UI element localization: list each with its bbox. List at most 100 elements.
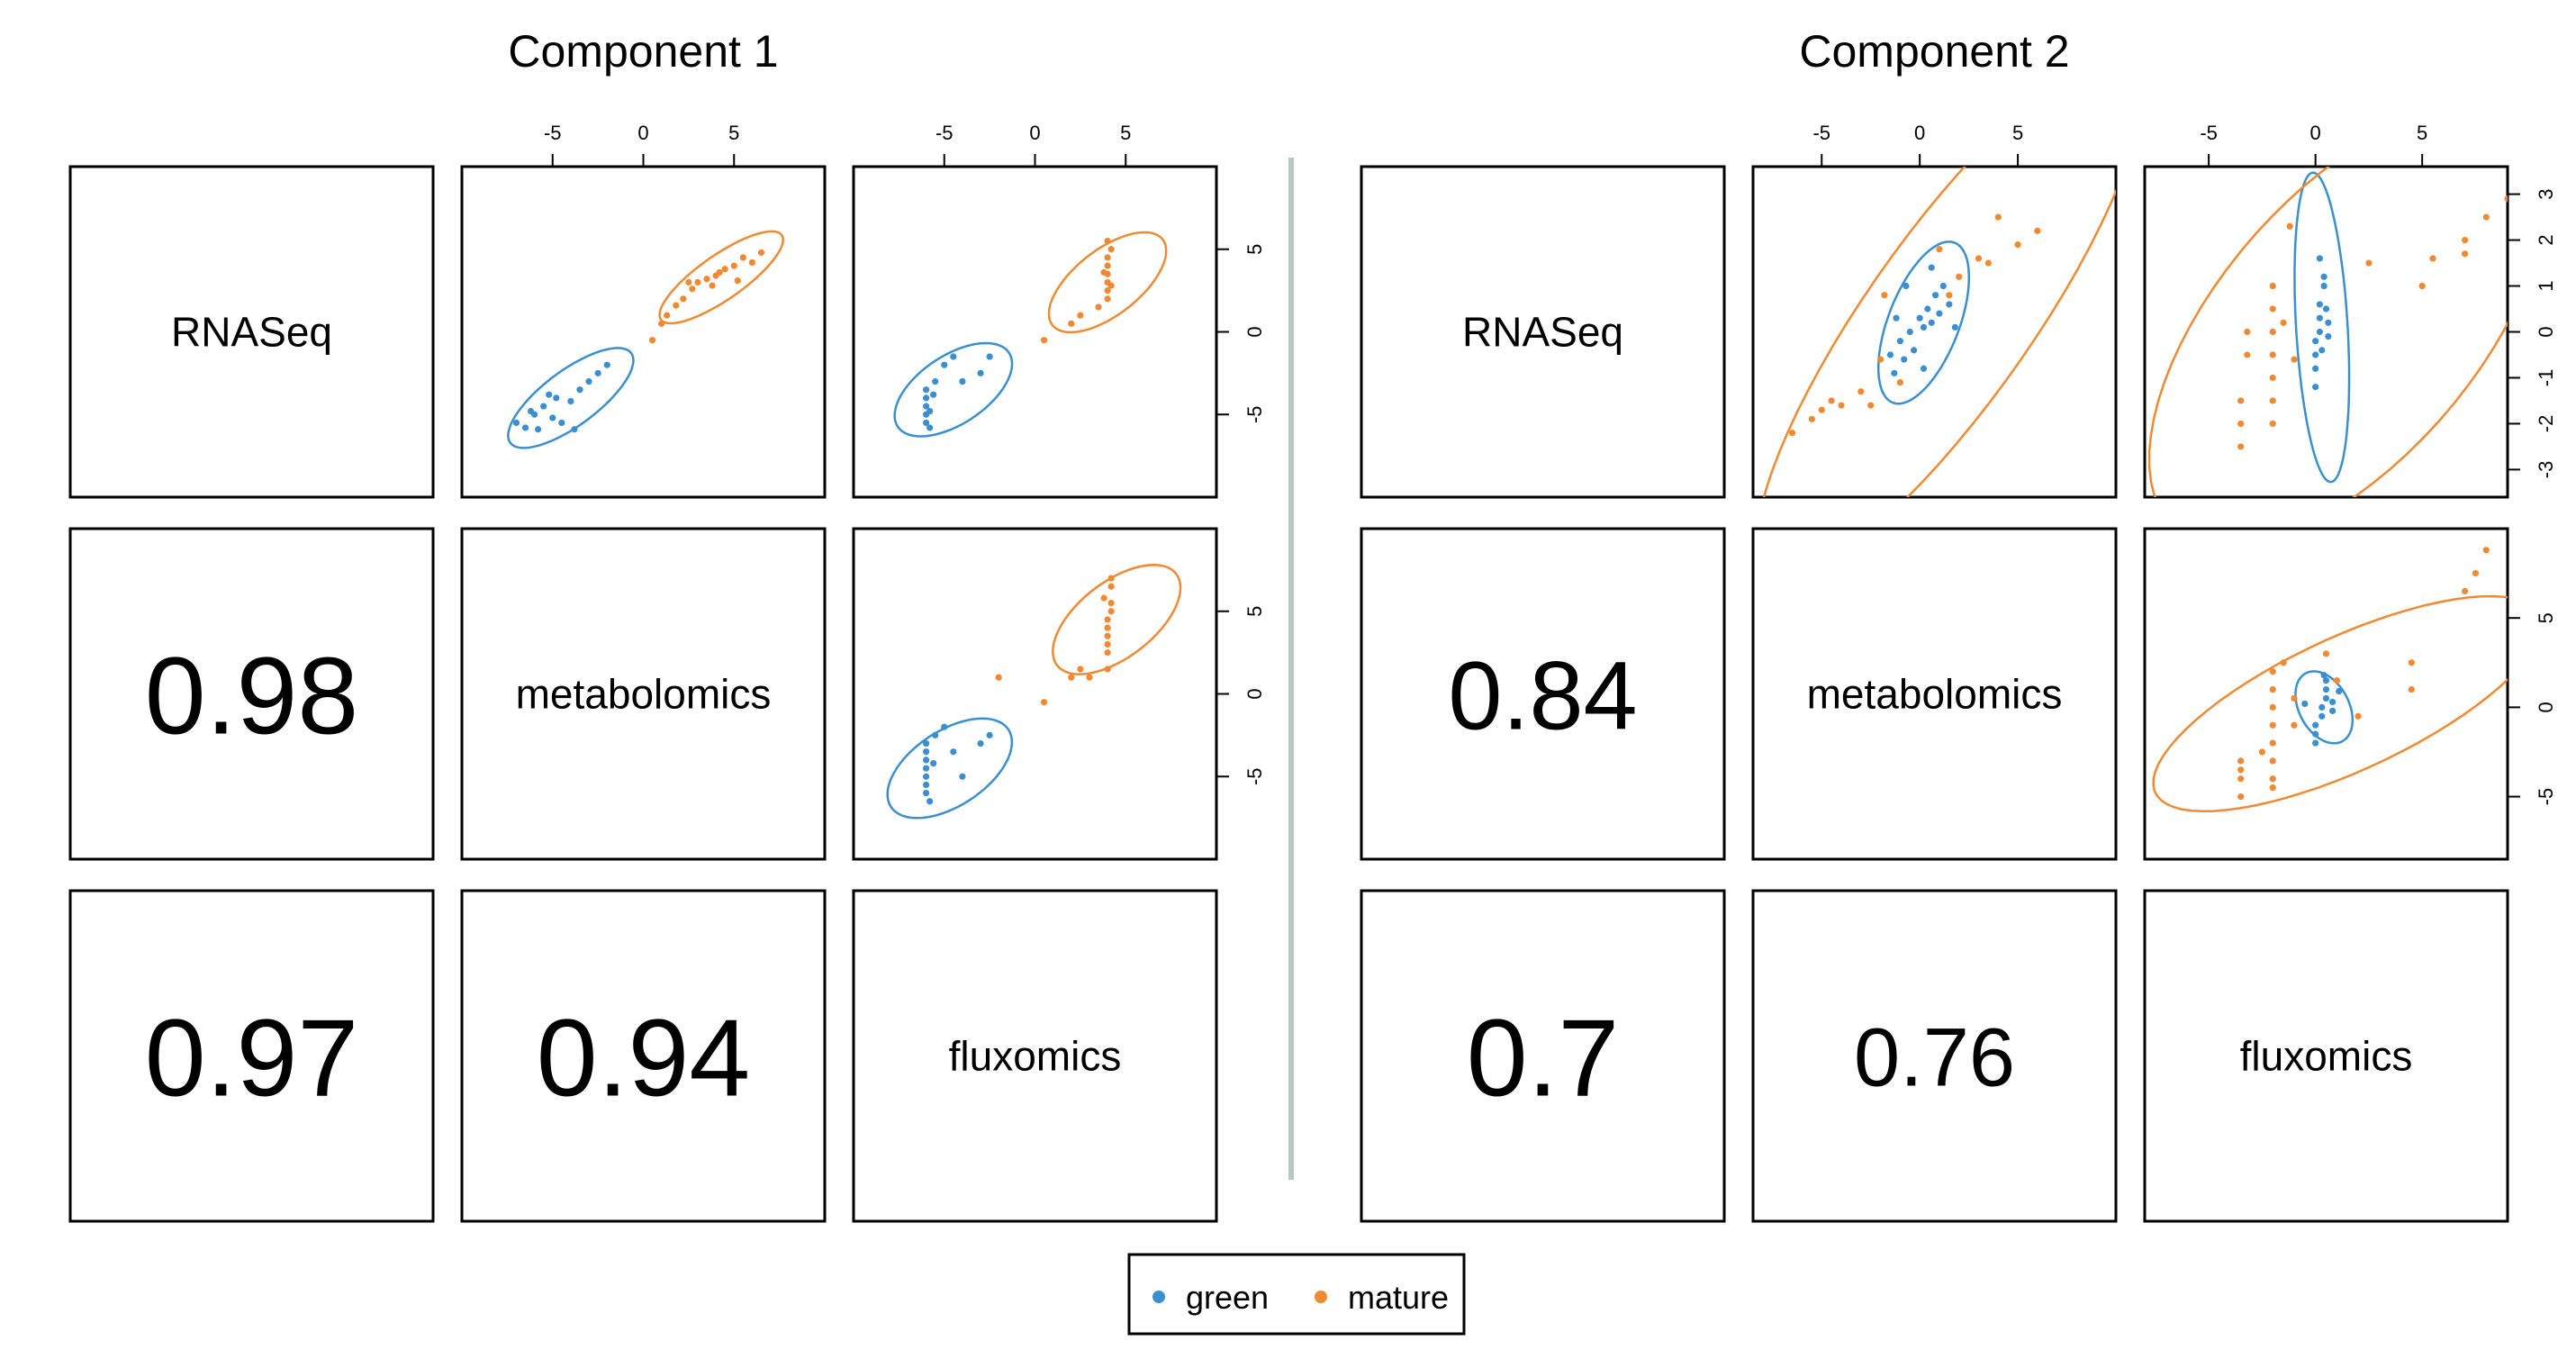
variable-label-RNASeq: RNASeq — [1462, 309, 1623, 356]
c2-panel-metabolomics-fluxomics-point-green — [2301, 700, 2309, 708]
c1-panel-RNASeq-metabolomics-point-mature — [658, 320, 665, 327]
correlation-fluxomics-RNASeq: 0.97 — [145, 996, 358, 1119]
c2-panel-RNASeq-fluxomics-point-green — [2316, 314, 2323, 322]
c2-panel-RNASeq-fluxomics-point-mature — [2269, 374, 2276, 382]
c2-panel-metabolomics-fluxomics-point-green — [2336, 687, 2343, 695]
c2-panel-RNASeq-metabolomics-point-mature — [2034, 227, 2041, 234]
c2-panel-metabolomics-fluxomics-point-mature — [2269, 703, 2276, 711]
c1-panel-RNASeq-fluxomics: -5 0 5 -5 0 5 — [852, 122, 1266, 499]
c1-panel-RNASeq-metabolomics-point-mature — [703, 276, 710, 283]
c1-panel-metabolomics-fluxomics-ellipse-mature — [1052, 563, 1182, 675]
c2-panel-RNASeq-fluxomics-point-mature — [2269, 282, 2276, 290]
c1-panel-RNASeq-fluxomics-point-mature — [1104, 262, 1111, 269]
c2-panel-RNASeq-fluxomics-ellipse-mature — [2147, 167, 2508, 497]
c2-panel-RNASeq-metabolomics-point-green — [1931, 292, 1939, 299]
c2-panel-RNASeq-fluxomics-point-mature — [2461, 236, 2469, 244]
legend-box — [1127, 1253, 1466, 1336]
c1-panel-metabolomics-fluxomics-point-green — [959, 773, 966, 780]
c2-panel-RNASeq-metabolomics-point-green — [1893, 314, 1900, 322]
c2-panel-metabolomics-fluxomics-point-mature — [2269, 685, 2276, 693]
c2-panel-RNASeq-fluxomics-point-mature — [2269, 328, 2276, 336]
component-1-title: Component 1 — [508, 26, 778, 77]
c1-panel-metabolomics-fluxomics-point-mature — [1104, 616, 1111, 623]
c2-panel-RNASeq-metabolomics-point-green — [1920, 323, 1928, 331]
c1-panel-RNASeq-fluxomics-point-green — [930, 391, 937, 398]
c2-panel-RNASeq-metabolomics-point-mature — [1808, 415, 1815, 422]
c2-panel-RNASeq-fluxomics-point-green — [2316, 255, 2323, 262]
c2-panel-metabolomics-fluxomics-point-green — [2329, 707, 2336, 714]
c2-panel-RNASeq-RNASeq-box — [1360, 165, 1726, 499]
c1-panel-RNASeq-metabolomics-marks — [507, 230, 784, 449]
c1-panel-RNASeq-fluxomics-point-mature — [1107, 282, 1115, 289]
legend-green-label: green — [1186, 1279, 1269, 1316]
c2-panel-metabolomics-fluxomics-point-green — [2329, 698, 2336, 706]
c2-panel-metabolomics-RNASeq: 0.84 — [1360, 527, 1726, 861]
c1-panel-metabolomics-fluxomics-point-green — [923, 773, 930, 780]
c1-panel-RNASeq-fluxomics-point-mature — [1100, 268, 1107, 276]
c1-panel-metabolomics-fluxomics-point-mature — [1107, 599, 1115, 607]
c2-panel-RNASeq-fluxomics-point-green — [2325, 319, 2332, 326]
c2-panel-metabolomics-fluxomics-point-mature — [2291, 694, 2298, 702]
c2-panel-RNASeq-metabolomics-box — [1751, 165, 2118, 499]
c1-panel-RNASeq-fluxomics-point-green — [923, 386, 930, 394]
c2-panel-RNASeq-metabolomics-point-green — [1924, 305, 1931, 313]
c2-panel-RNASeq-metabolomics-point-mature — [2014, 241, 2021, 249]
c1-panel-metabolomics-metabolomics: metabolomics — [460, 527, 827, 861]
c1-panel-RNASeq-RNASeq: RNASeq — [68, 165, 435, 499]
c1-panel-RNASeq-metabolomics-point-green — [558, 419, 565, 427]
c2-panel-RNASeq-fluxomics-point-mature — [2237, 443, 2245, 450]
c1-panel-metabolomics-metabolomics-box — [460, 527, 827, 861]
c1-panel-RNASeq-fluxomics-point-mature — [1077, 312, 1084, 319]
c1-panel-metabolomics-fluxomics-box — [852, 527, 1218, 861]
c2-panel-RNASeq-fluxomics-point-green — [2312, 338, 2319, 345]
c2-panel-RNASeq-metabolomics-point-mature — [1818, 406, 1825, 413]
variable-label-fluxomics: fluxomics — [949, 1033, 1122, 1080]
c1-panel-RNASeq-metabolomics-point-green — [585, 377, 592, 385]
c1-panel-RNASeq-metabolomics-point-green — [571, 426, 578, 433]
c1-panel-fluxomics-metabolomics: 0.94 — [460, 889, 827, 1223]
c1-panel-metabolomics-fluxomics-point-mature — [1086, 674, 1093, 681]
c1-panel-RNASeq-metabolomics-point-green — [576, 386, 583, 394]
c1-panel-RNASeq-fluxomics-point-green — [926, 407, 934, 415]
c2-panel-metabolomics-fluxomics-point-green — [2318, 703, 2326, 711]
c2-panel-RNASeq-metabolomics-point-mature — [1876, 356, 1885, 363]
c2-panel-metabolomics-fluxomics-point-mature — [2408, 659, 2415, 666]
c1-panel-RNASeq-metabolomics-box — [460, 165, 827, 499]
c2-panel-metabolomics-fluxomics-point-mature — [2482, 547, 2490, 554]
c2-panel-metabolomics-fluxomics-point-mature — [2461, 587, 2469, 595]
c1-panel-fluxomics-RNASeq-box — [68, 889, 435, 1223]
c1-panel-RNASeq-fluxomics-point-mature — [1104, 287, 1111, 294]
c1-panel-metabolomics-fluxomics-point-green — [923, 790, 930, 797]
c1-panel-RNASeq-metabolomics-point-green — [594, 369, 601, 376]
c2-panel-metabolomics-fluxomics-ellipse-mature — [2152, 594, 2508, 813]
c2-panel-RNASeq-metabolomics-point-green — [1928, 319, 1935, 326]
c2-panel-RNASeq-fluxomics-point-green — [2325, 332, 2332, 340]
c2-panel-RNASeq-fluxomics-point-mature — [2418, 282, 2426, 290]
c1-panel-metabolomics-fluxomics-point-green — [926, 798, 934, 805]
c2-panel-RNASeq-fluxomics-point-mature — [2237, 397, 2245, 404]
c2-panel-RNASeq-metabolomics-point-mature — [1984, 259, 1993, 267]
c2-panel-RNASeq-metabolomics-point-mature — [1828, 397, 1835, 404]
c2-panel-RNASeq-fluxomics-point-mature — [2269, 420, 2276, 428]
c2-panel-RNASeq-fluxomics-ellipse-green — [2293, 171, 2351, 484]
c1-panel-RNASeq-fluxomics-point-green — [959, 377, 966, 385]
c1-panel-RNASeq-metabolomics-point-mature — [721, 266, 728, 273]
c2-panel-RNASeq-fluxomics-point-mature — [2269, 305, 2276, 313]
c2-panel-RNASeq-metabolomics-point-green — [1936, 310, 1943, 317]
c1-panel-RNASeq-fluxomics-point-mature — [1068, 320, 1075, 327]
c2-panel-RNASeq-RNASeq: RNASeq — [1360, 165, 1726, 499]
c2-panel-RNASeq-fluxomics-ytick-label: 2 — [2535, 234, 2557, 245]
c1-panel-metabolomics-fluxomics-point-green — [932, 731, 939, 738]
c2-panel-RNASeq-fluxomics-point-mature — [2482, 213, 2490, 221]
c2-panel-fluxomics-RNASeq: 0.7 — [1360, 889, 1726, 1223]
c1-panel-RNASeq-fluxomics-point-mature — [1040, 337, 1048, 344]
c2-panel-metabolomics-fluxomics-point-mature — [2269, 739, 2276, 747]
variable-label-fluxomics: fluxomics — [2240, 1033, 2413, 1080]
c2-panel-RNASeq-metabolomics-point-green — [1916, 314, 1923, 322]
c2-panel-RNASeq-fluxomics-ytick-label: -1 — [2535, 369, 2557, 387]
c2-panel-metabolomics-fluxomics-point-green — [2322, 677, 2330, 684]
c2-panel-RNASeq-metabolomics-point-mature — [1881, 292, 1888, 299]
c2-panel-RNASeq-fluxomics-ytick-label: 0 — [2535, 326, 2557, 337]
correlation-metabolomics-RNASeq: 0.98 — [145, 634, 358, 757]
c1-panel-RNASeq-metabolomics-ellipse-mature — [658, 230, 784, 325]
